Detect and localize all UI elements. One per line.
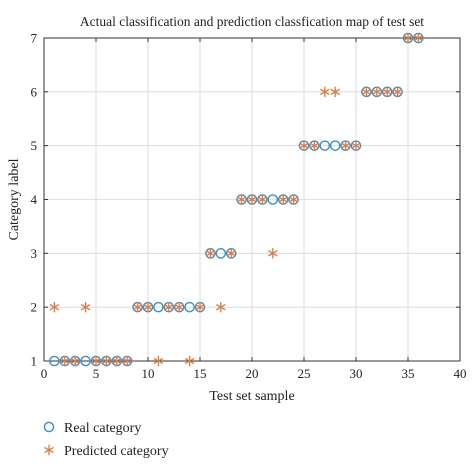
y-tick-label: 7 (31, 31, 38, 46)
x-tick-label: 25 (298, 366, 311, 381)
legend-asterisk (44, 444, 54, 456)
predicted-category-point (288, 194, 299, 205)
y-axis-title: Category label (7, 158, 22, 240)
real-category-point (215, 248, 227, 259)
predicted-category-point (247, 194, 257, 205)
predicted-category-point (226, 248, 237, 259)
ticks: 0 5 10 15 20 25 30 35 40 1 2 3 4 5 6 7 (31, 31, 467, 382)
chart-title: Actual classification and prediction cla… (80, 14, 424, 29)
predicted-category-point (122, 355, 133, 367)
predicted-category-point (382, 86, 393, 98)
predicted-category-point (267, 248, 278, 259)
predicted-category-point (70, 355, 81, 367)
predicted-category-point (257, 194, 268, 205)
real-category-point (49, 355, 60, 367)
legend-real-label: Real category (64, 421, 141, 436)
real-category-point (153, 301, 164, 313)
x-tick-label: 30 (350, 366, 363, 381)
predicted-category-point (371, 86, 382, 98)
predicted-category-point (174, 301, 185, 313)
predicted-category-point (413, 32, 424, 44)
real-category-point (329, 140, 341, 151)
y-tick-label: 1 (31, 354, 38, 369)
predicted-category-point (403, 32, 413, 44)
predicted-category-point (111, 355, 122, 367)
predicted-category-point (49, 301, 60, 313)
predicted-category-point (80, 301, 91, 313)
x-tick-label: 10 (142, 366, 155, 381)
predicted-category-point (143, 301, 153, 313)
predicted-category-point (195, 301, 205, 313)
x-tick-label: 40 (454, 366, 467, 381)
x-tick-label: 5 (93, 366, 100, 381)
x-tick-label: 20 (246, 366, 259, 381)
predicted-category-point (101, 355, 112, 367)
predicted-category-point (319, 86, 330, 98)
grid (44, 38, 460, 361)
legend-predicted-marker (44, 444, 54, 456)
y-tick-label: 3 (31, 246, 38, 261)
predicted-category-point (309, 140, 320, 151)
x-tick-label: 35 (402, 366, 415, 381)
predicted-category-point (330, 86, 341, 98)
y-tick-label: 4 (31, 192, 38, 207)
predicted-category-point (205, 248, 216, 259)
predicted-category-point (299, 140, 309, 151)
real-category-point (267, 194, 279, 205)
predicted-category-point (184, 355, 195, 367)
x-axis-title: Test set sample (209, 389, 294, 404)
real-category-point (184, 301, 195, 313)
predicted-category-point (59, 355, 70, 367)
predicted-category-point (278, 194, 289, 205)
predicted-category-point (132, 301, 143, 313)
legend-item-real: Real category (43, 421, 141, 436)
predicted-category-point (340, 140, 351, 151)
legend-predicted-label: Predicted category (64, 444, 169, 459)
real-category-point (319, 140, 331, 151)
y-tick-label: 5 (31, 138, 38, 153)
predicted-category-point (153, 355, 164, 367)
predicted-category-point (215, 301, 226, 313)
predicted-category-point (91, 355, 101, 367)
data-points (49, 32, 424, 367)
y-tick-label: 2 (31, 300, 38, 315)
legend-real-marker (43, 421, 55, 433)
predicted-category-point (361, 86, 372, 98)
legend: Real category Predicted category (43, 421, 169, 459)
predicted-category-point (351, 140, 361, 151)
x-tick-label: 15 (194, 366, 207, 381)
predicted-category-point (392, 86, 403, 98)
real-category-point (80, 355, 91, 367)
legend-item-predicted: Predicted category (44, 444, 169, 459)
x-tick-label: 0 (41, 366, 48, 381)
predicted-category-point (163, 301, 174, 313)
y-tick-label: 6 (31, 84, 38, 99)
predicted-category-point (236, 194, 247, 205)
